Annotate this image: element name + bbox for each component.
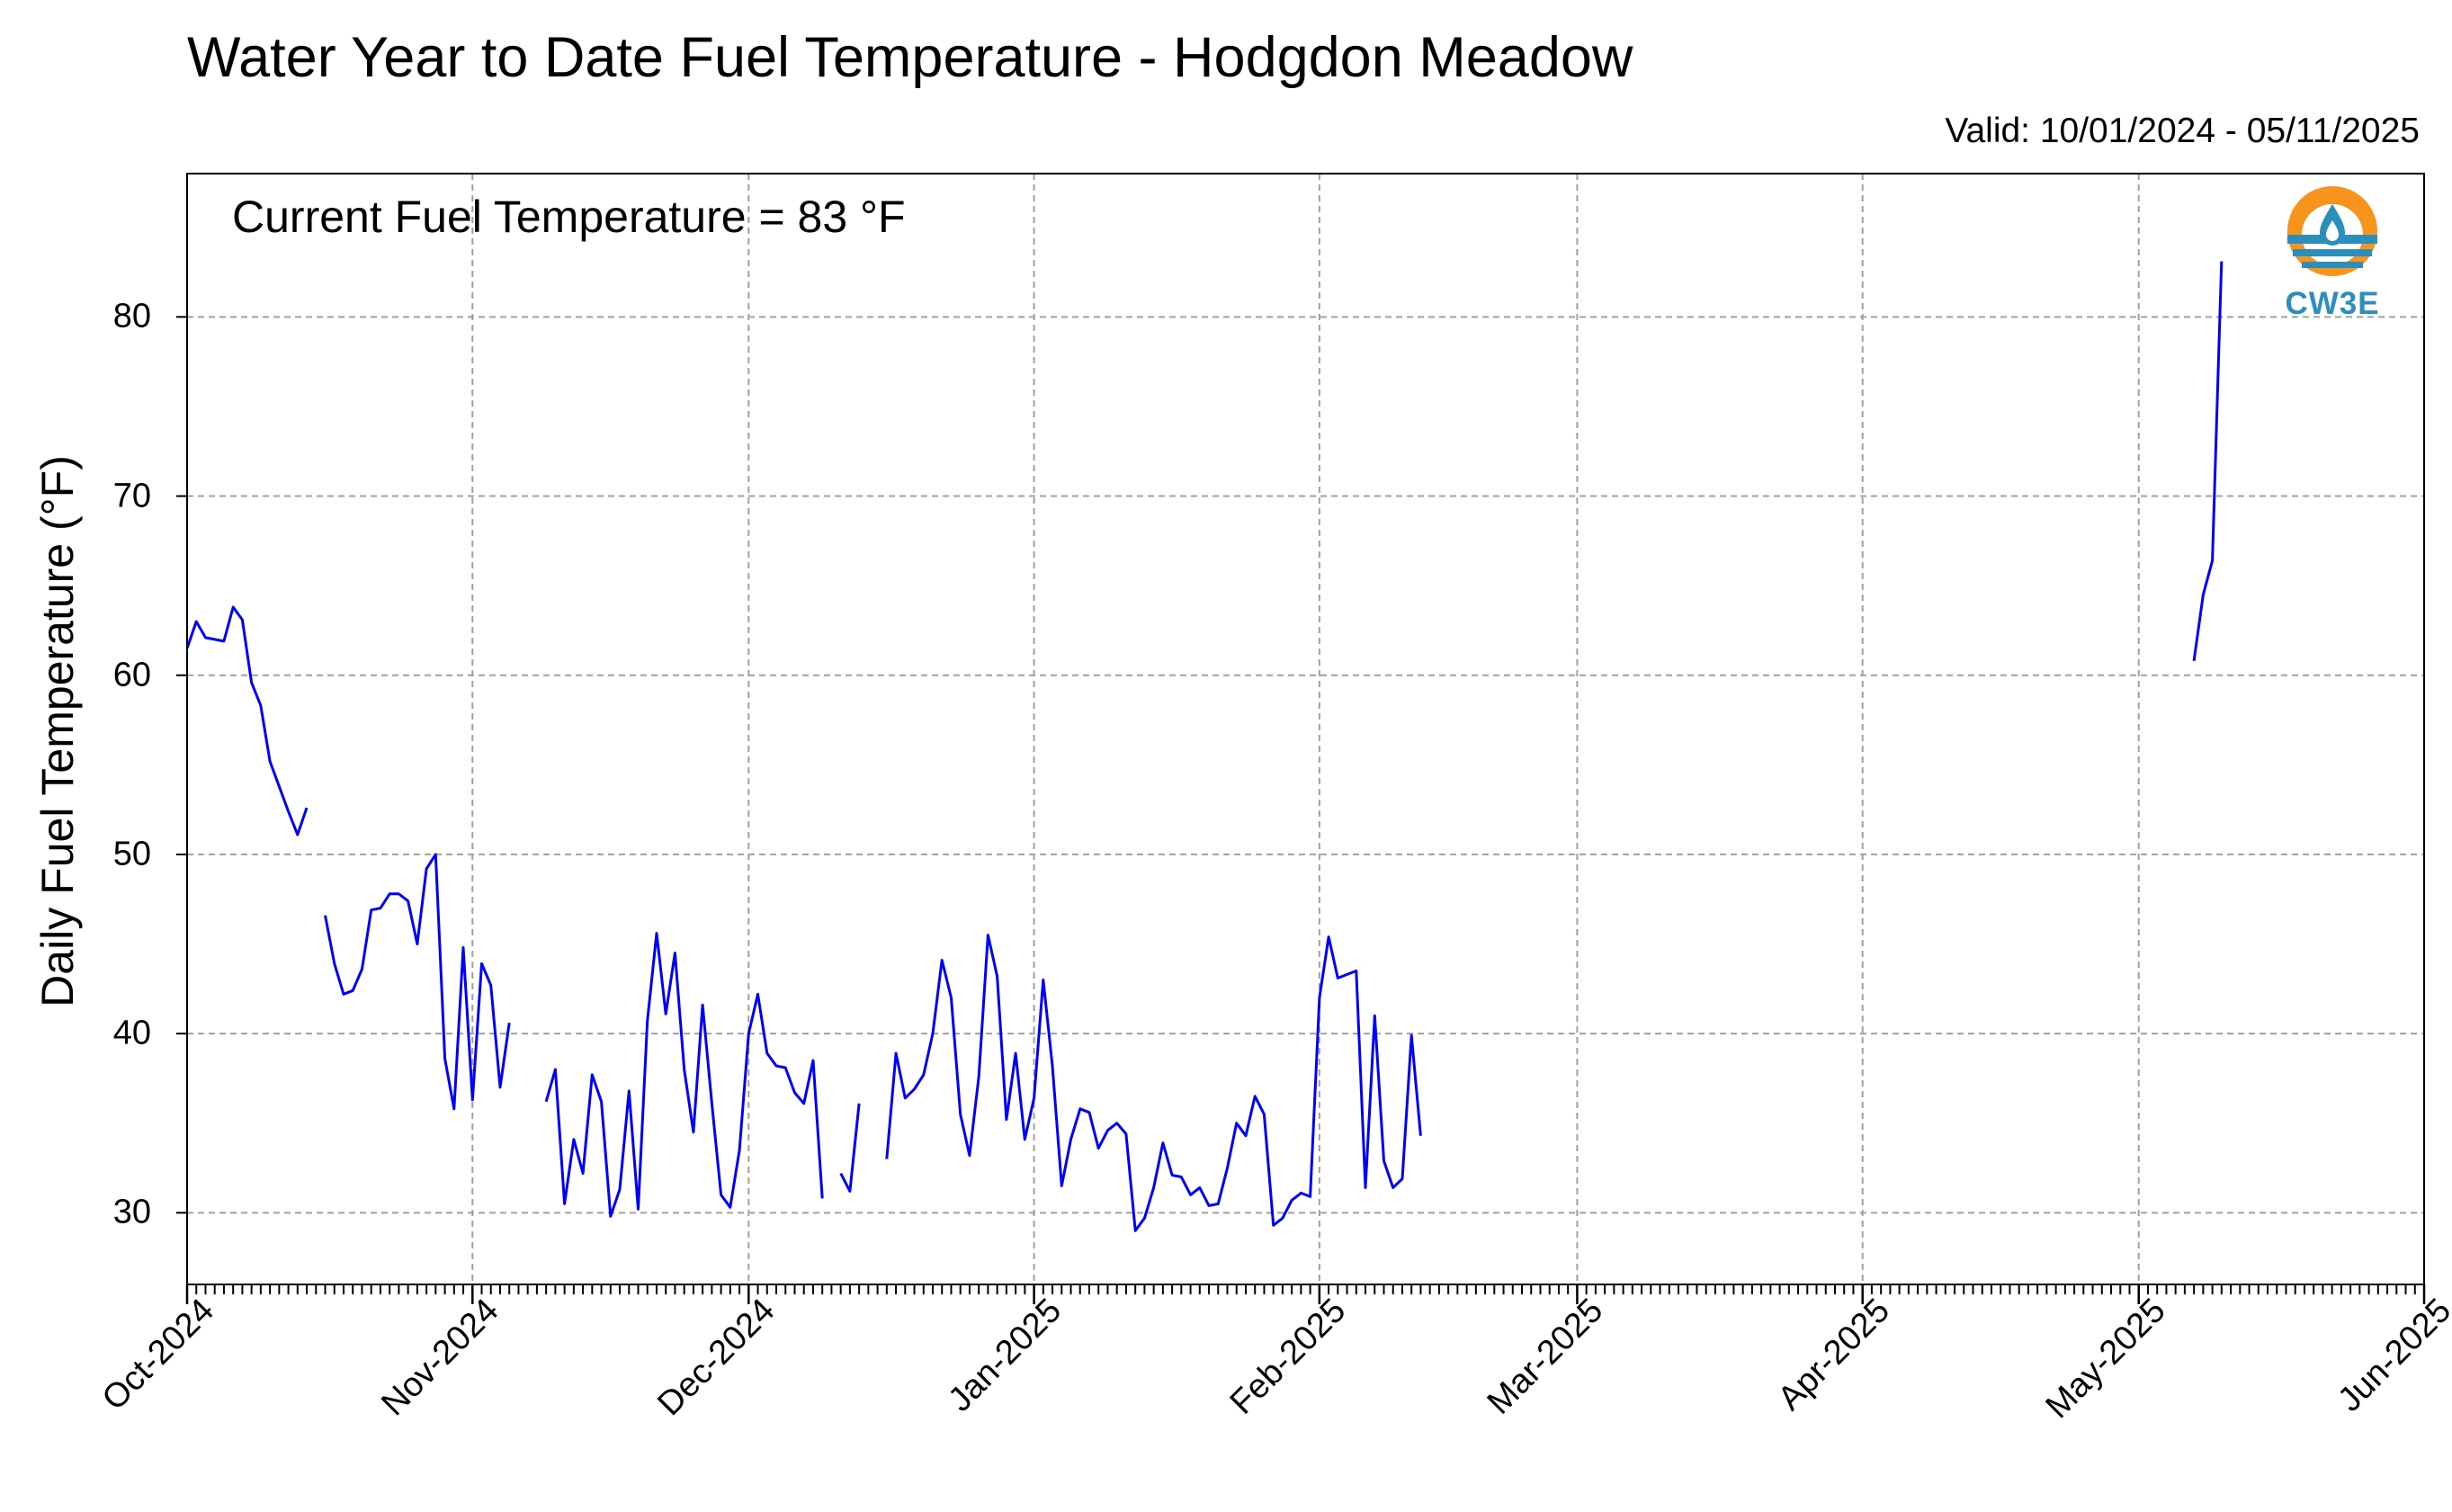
- y-tick-label: 40: [112, 1014, 151, 1052]
- series-layer: [185, 261, 2224, 1232]
- grid-layer: [186, 174, 2425, 1284]
- y-tick-label: 80: [112, 297, 151, 336]
- y-tick-label: 50: [112, 835, 151, 873]
- valid-range-text: Valid: 10/01/2024 - 05/11/2025: [1945, 112, 2420, 150]
- data-line-segment: [324, 853, 511, 1111]
- data-line-segment: [2192, 261, 2224, 662]
- cw3e-logo-icon: [2287, 186, 2377, 276]
- y-tick-label: 70: [112, 477, 151, 515]
- data-line-segment: [544, 932, 824, 1218]
- current-fuel-temperature-annotation: Current Fuel Temperature = 83 °F: [232, 192, 906, 242]
- tick-layer: [176, 316, 2426, 1304]
- y-tick-label: 60: [112, 656, 151, 694]
- y-tick-label: 30: [112, 1193, 151, 1231]
- plot-frame: [186, 173, 2425, 1285]
- y-axis-label: Daily Fuel Temperature (°F): [32, 455, 83, 1007]
- data-line-segment: [839, 1103, 861, 1193]
- cw3e-logo-text: CW3E: [2285, 286, 2380, 321]
- data-line-segment: [185, 605, 309, 837]
- chart-title: Water Year to Date Fuel Temperature - Ho…: [187, 26, 1633, 89]
- data-line-segment: [885, 934, 1422, 1232]
